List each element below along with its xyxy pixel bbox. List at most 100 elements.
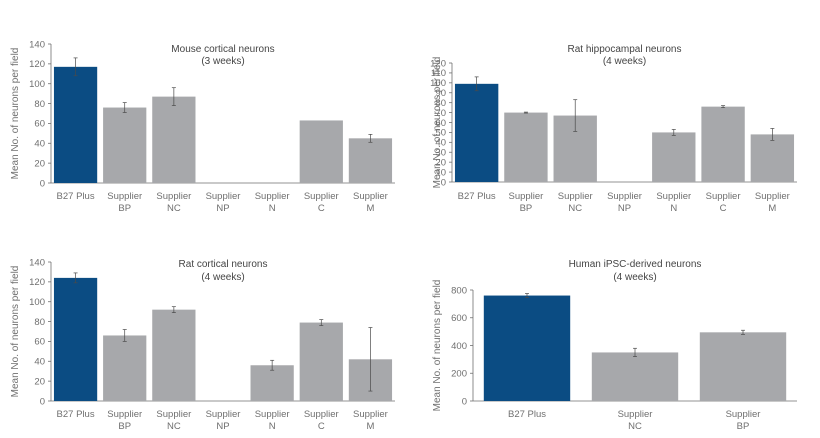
y-tick-label: 100 bbox=[430, 78, 446, 89]
y-tick-label: 80 bbox=[34, 99, 45, 110]
y-tick-label: 120 bbox=[430, 58, 446, 69]
x-tick-label: M bbox=[366, 421, 374, 432]
chart-panel-2: Rat hippocampal neurons(4 weeks) Mean No.… bbox=[430, 44, 797, 214]
y-tick-label: 0 bbox=[441, 177, 446, 188]
bar bbox=[699, 332, 787, 401]
bar bbox=[348, 138, 393, 183]
y-tick-label: 600 bbox=[451, 313, 467, 324]
x-tick-label: N bbox=[269, 203, 276, 214]
x-tick-label: N bbox=[269, 421, 276, 432]
bar bbox=[152, 309, 196, 401]
y-tick-label: 70 bbox=[435, 108, 446, 119]
x-tick-label: B27 Plus bbox=[508, 409, 546, 420]
y-tick-label: 100 bbox=[29, 79, 45, 90]
x-tick-label: Supplier bbox=[156, 409, 191, 420]
x-tick-label: NP bbox=[618, 203, 631, 214]
x-tick-label: Supplier bbox=[508, 191, 543, 202]
x-tick-label: N bbox=[670, 203, 677, 214]
y-tick-label: 120 bbox=[29, 277, 45, 288]
x-tick-label: Supplier bbox=[618, 409, 653, 420]
x-tick-label: NC bbox=[167, 421, 181, 432]
x-tick-label: Supplier bbox=[726, 409, 761, 420]
bar bbox=[504, 112, 548, 182]
x-tick-label: M bbox=[366, 203, 374, 214]
y-tick-label: 0 bbox=[40, 178, 45, 189]
chart-subtitle: (4 weeks) bbox=[613, 272, 656, 283]
x-tick-label: Supplier bbox=[304, 191, 339, 202]
y-tick-label: 80 bbox=[34, 317, 45, 328]
x-tick-label: B27 Plus bbox=[57, 191, 95, 202]
y-tick-label: 20 bbox=[34, 376, 45, 387]
x-tick-label: Supplier bbox=[755, 191, 790, 202]
y-tick-label: 60 bbox=[34, 337, 45, 348]
bar bbox=[299, 322, 343, 401]
bar bbox=[103, 107, 147, 183]
y-tick-label: 800 bbox=[451, 285, 467, 296]
x-tick-label: Supplier bbox=[656, 191, 691, 202]
chart-subtitle: (4 weeks) bbox=[603, 56, 646, 67]
y-axis-label: Mean No. of neurons per field bbox=[432, 57, 443, 189]
x-tick-label: NC bbox=[167, 203, 181, 214]
bar bbox=[750, 134, 795, 182]
chart-title: Rat cortical neurons bbox=[179, 259, 268, 270]
y-tick-label: 20 bbox=[435, 157, 446, 168]
y-tick-label: 30 bbox=[435, 148, 446, 159]
x-tick-label: Supplier bbox=[353, 191, 388, 202]
bar bbox=[454, 83, 499, 182]
bar bbox=[652, 132, 696, 182]
x-tick-label: Supplier bbox=[706, 191, 741, 202]
chart-subtitle: (3 weeks) bbox=[201, 56, 244, 67]
x-tick-label: Supplier bbox=[304, 409, 339, 420]
x-tick-label: Supplier bbox=[607, 191, 642, 202]
x-tick-label: NP bbox=[216, 421, 229, 432]
x-tick-label: Supplier bbox=[255, 191, 290, 202]
y-tick-label: 40 bbox=[34, 139, 45, 150]
x-tick-label: B27 Plus bbox=[458, 191, 496, 202]
chart-title: Mouse cortical neurons bbox=[171, 44, 274, 55]
y-tick-label: 400 bbox=[451, 341, 467, 352]
bar bbox=[103, 335, 147, 401]
x-tick-label: BP bbox=[737, 421, 750, 432]
x-tick-label: Supplier bbox=[353, 409, 388, 420]
x-tick-label: Supplier bbox=[156, 191, 191, 202]
x-tick-label: NC bbox=[568, 203, 582, 214]
x-tick-label: Supplier bbox=[206, 191, 241, 202]
chart-title: Rat hippocampal neurons bbox=[568, 44, 682, 55]
bar bbox=[152, 96, 196, 183]
bar bbox=[483, 295, 571, 401]
y-tick-label: 100 bbox=[29, 297, 45, 308]
x-tick-label: Supplier bbox=[558, 191, 593, 202]
chart-panel-4: Human iPSC-derived neurons (4 weeks) Mean … bbox=[432, 259, 797, 432]
y-tick-label: 60 bbox=[435, 118, 446, 129]
x-tick-label: B27 Plus bbox=[57, 409, 95, 420]
chart-subtitle: (4 weeks) bbox=[201, 272, 244, 283]
y-tick-label: 20 bbox=[34, 158, 45, 169]
bar bbox=[701, 106, 745, 182]
y-axis-label: Mean No. of neurons per field bbox=[10, 266, 21, 398]
x-tick-label: C bbox=[720, 203, 727, 214]
y-tick-label: 0 bbox=[462, 396, 467, 407]
x-tick-label: NC bbox=[628, 421, 642, 432]
x-tick-label: Supplier bbox=[107, 409, 142, 420]
y-tick-label: 200 bbox=[451, 369, 467, 380]
y-tick-label: 60 bbox=[34, 119, 45, 130]
bar bbox=[299, 120, 343, 183]
y-tick-label: 120 bbox=[29, 59, 45, 70]
y-tick-label: 90 bbox=[435, 88, 446, 99]
y-tick-label: 40 bbox=[435, 138, 446, 149]
bar bbox=[250, 365, 294, 401]
x-tick-label: Supplier bbox=[107, 191, 142, 202]
x-tick-label: BP bbox=[520, 203, 533, 214]
x-tick-label: NP bbox=[216, 203, 229, 214]
x-tick-label: M bbox=[768, 203, 776, 214]
y-axis-label: Mean No. of neurons per field bbox=[10, 48, 21, 180]
x-tick-label: Supplier bbox=[206, 409, 241, 420]
y-tick-label: 140 bbox=[29, 39, 45, 50]
x-tick-label: Supplier bbox=[255, 409, 290, 420]
y-tick-label: 50 bbox=[435, 128, 446, 139]
x-tick-label: BP bbox=[118, 421, 131, 432]
bar bbox=[53, 66, 98, 183]
chart-title: Human iPSC-derived neurons bbox=[569, 259, 702, 270]
